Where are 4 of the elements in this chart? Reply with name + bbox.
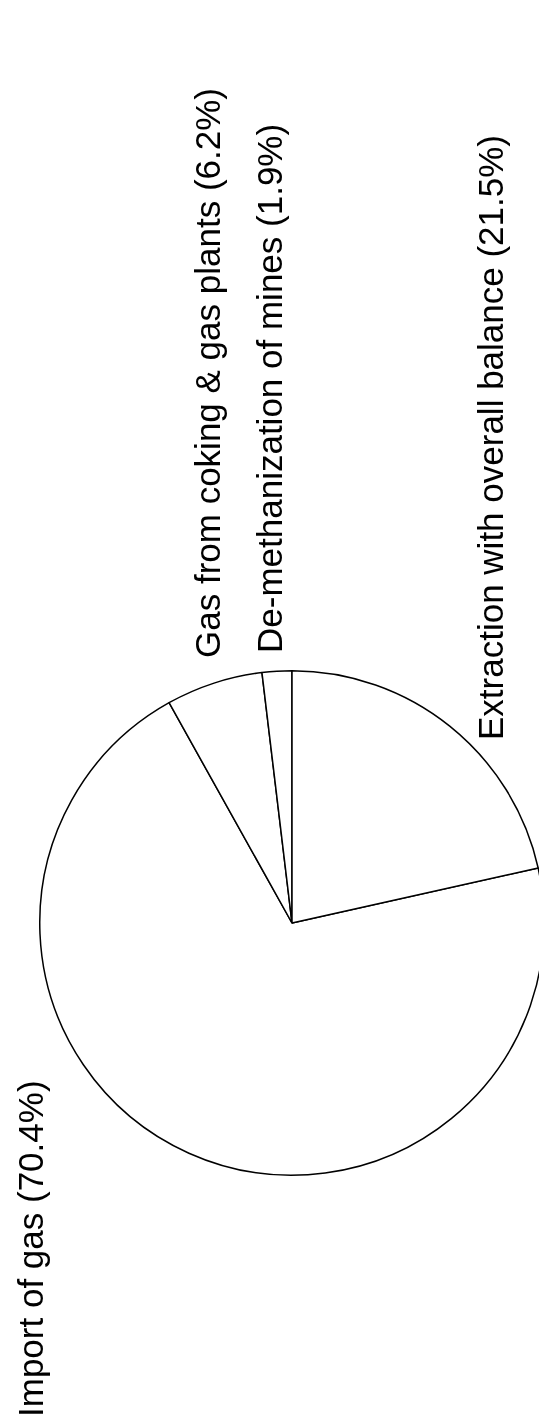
- slice-label: Extraction with overall balance (21.5%): [471, 134, 510, 740]
- slice-label: Gas from coking & gas plants (6.2%): [188, 88, 227, 658]
- slice-label: Import of gas (70.4%): [11, 1080, 50, 1417]
- slice-label: De-methanization of mines (1.9%): [250, 123, 289, 653]
